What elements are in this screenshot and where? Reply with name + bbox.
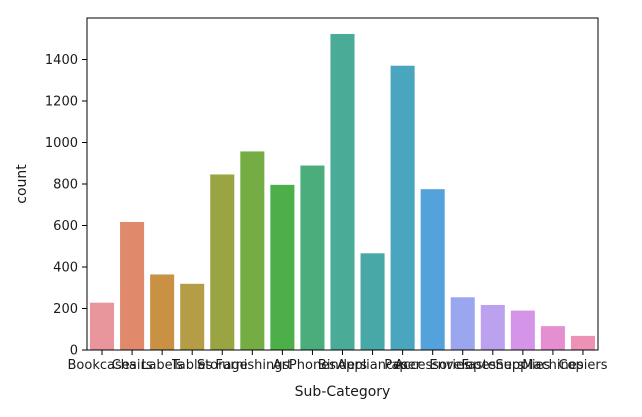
y-tick-label: 1200 (45, 95, 78, 110)
bar-furnishings (240, 151, 265, 350)
bar-chairs (120, 221, 145, 350)
x-tick-label: Storage (197, 358, 248, 373)
bar-bookcases (90, 302, 115, 350)
x-axis-label: Sub-Category (295, 384, 391, 400)
y-axis-ticks: 0 200 400 600 800 1000 1200 1400 (45, 53, 87, 359)
bar-labels (150, 274, 175, 350)
bar-copiers (570, 335, 595, 350)
x-tick-label: Supplies (495, 358, 550, 373)
bar-appliances (360, 253, 385, 350)
x-tick-label: Art (273, 358, 292, 373)
x-tick-label: Machines (522, 358, 583, 373)
y-tick-label: 1000 (45, 136, 78, 151)
bar-art (270, 184, 295, 350)
x-tick-label: Copiers (558, 358, 607, 373)
x-tick-label: Paper (384, 358, 421, 373)
bars (90, 33, 595, 350)
x-axis-ticks: BookcasesChairsLabelsTablesStorageFurnis… (68, 350, 608, 373)
x-tick-label: Tables (171, 358, 213, 373)
x-tick-label: Appliances (337, 358, 408, 373)
x-tick-label: Furnishings (215, 358, 289, 373)
bar-binders (330, 33, 355, 350)
y-axis-label: count (14, 164, 30, 204)
bar-fasteners (480, 304, 505, 350)
y-tick-label: 400 (53, 261, 78, 276)
bar-machines (540, 326, 565, 350)
bar-supplies (510, 310, 535, 350)
bar-envelopes (450, 297, 475, 350)
x-tick-label: Envelopes (429, 358, 496, 373)
bar-paper (390, 65, 415, 350)
y-tick-label: 0 (70, 344, 78, 359)
y-tick-label: 600 (53, 219, 78, 234)
x-tick-label: Bookcases (68, 358, 137, 373)
y-tick-label: 1400 (45, 53, 78, 68)
y-tick-label: 200 (53, 302, 78, 317)
y-tick-label: 800 (53, 178, 78, 193)
bar-tables (180, 283, 205, 350)
x-tick-label: Phones (289, 358, 336, 373)
bar-accessories (420, 189, 445, 350)
x-tick-label: Chairs (112, 358, 153, 373)
x-tick-label: Fasteners (462, 358, 525, 373)
x-tick-label: Accessories (395, 358, 471, 373)
x-tick-label: Labels (141, 358, 183, 373)
bar-phones (300, 165, 325, 350)
bar-storage (210, 174, 235, 350)
x-tick-label: Binders (318, 358, 367, 373)
